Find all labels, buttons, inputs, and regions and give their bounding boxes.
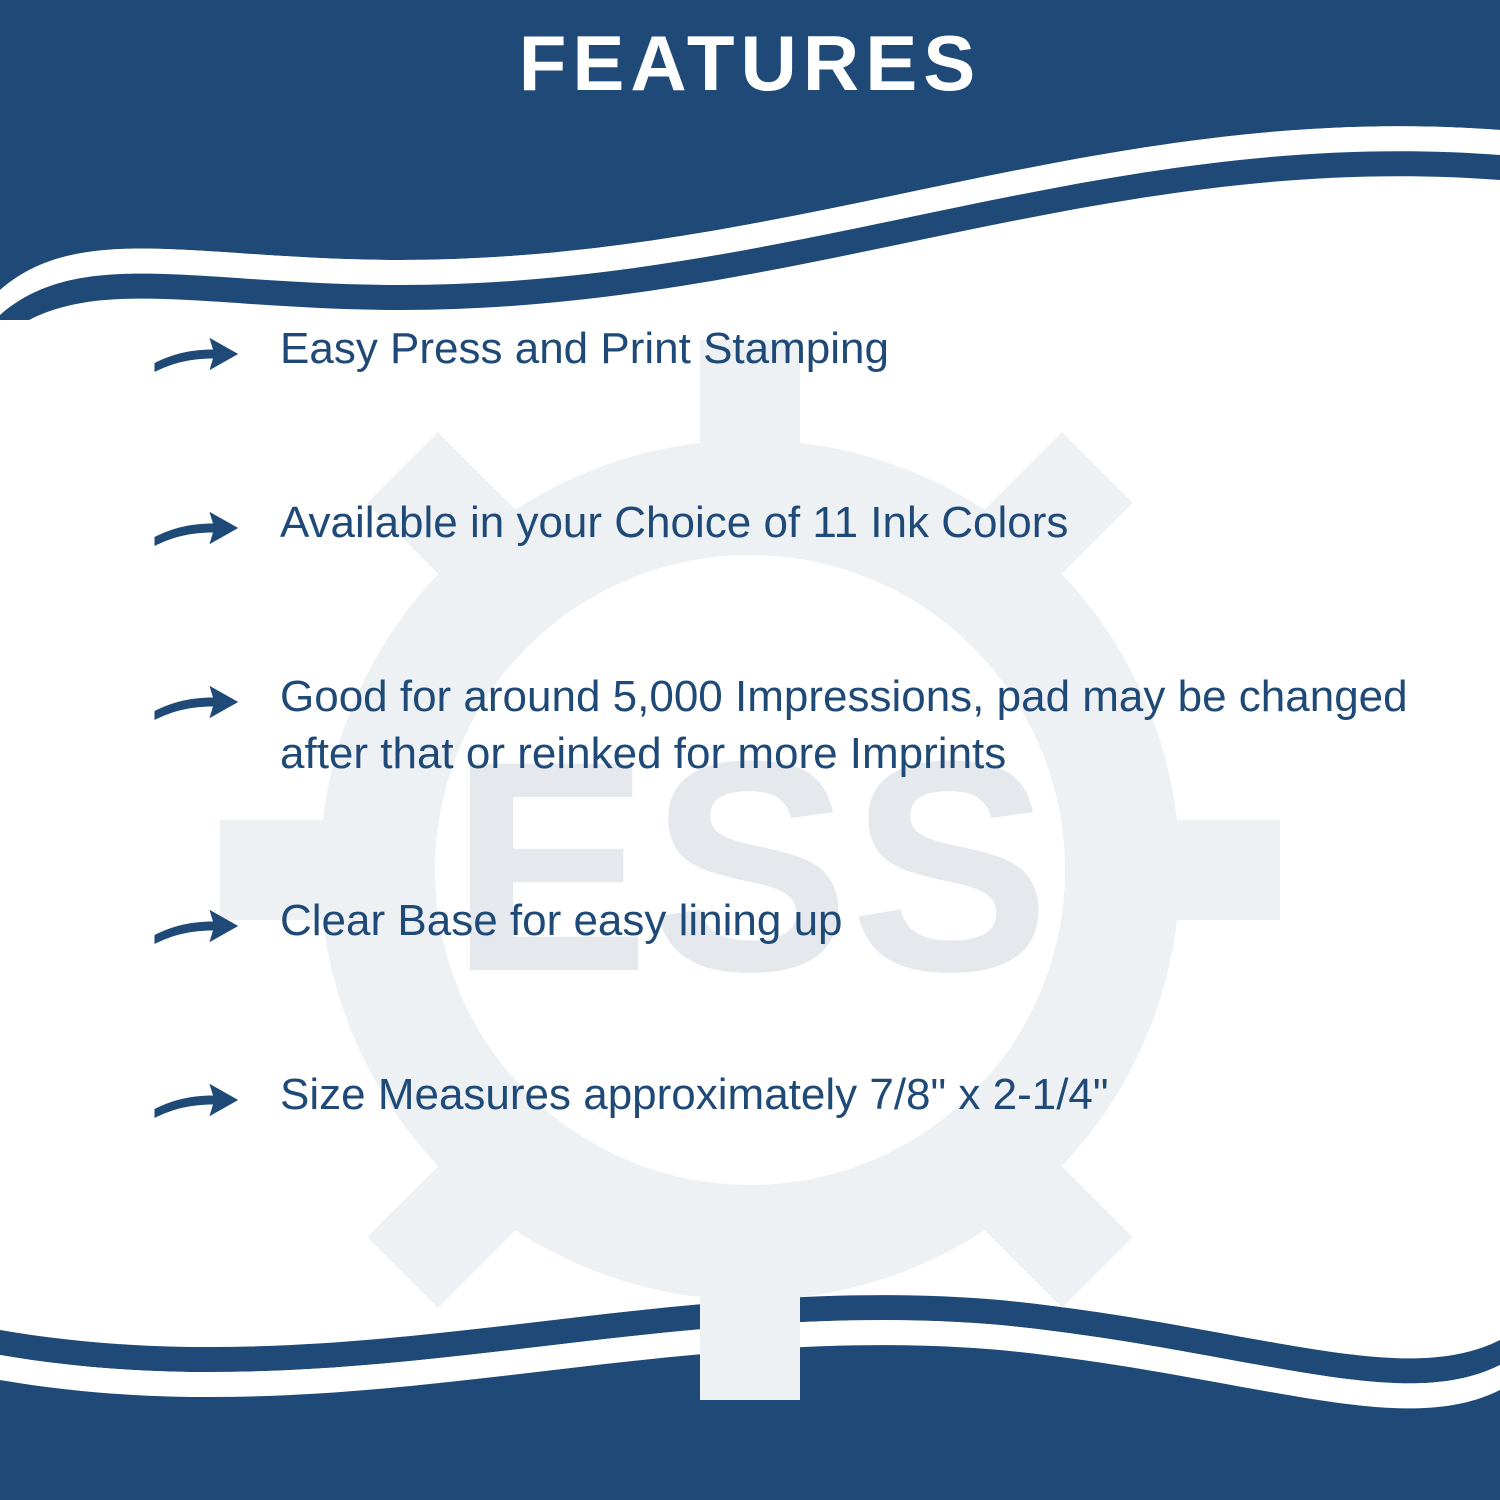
heading: FEATURES: [0, 18, 1500, 109]
feature-list: Easy Press and Print Stamping Available i…: [150, 320, 1410, 1240]
footer-wave: [0, 1300, 1500, 1500]
header-wave: FEATURES: [0, 0, 1500, 260]
feature-text: Size Measures approximately 7/8" x 2-1/4…: [280, 1066, 1109, 1123]
feature-row: Size Measures approximately 7/8" x 2-1/4…: [150, 1066, 1410, 1130]
feature-text: Clear Base for easy lining up: [280, 892, 843, 949]
feature-text: Good for around 5,000 Impressions, pad m…: [280, 668, 1410, 782]
feature-row: Clear Base for easy lining up: [150, 892, 1410, 956]
arrow-icon: [150, 672, 240, 732]
arrow-icon: [150, 1070, 240, 1130]
feature-text: Available in your Choice of 11 Ink Color…: [280, 494, 1068, 551]
infographic-canvas: ESS FEATURES Easy Press and Print Stampi…: [0, 0, 1500, 1500]
feature-row: Available in your Choice of 11 Ink Color…: [150, 494, 1410, 558]
arrow-icon: [150, 896, 240, 956]
arrow-icon: [150, 324, 240, 384]
feature-row: Good for around 5,000 Impressions, pad m…: [150, 668, 1410, 782]
feature-row: Easy Press and Print Stamping: [150, 320, 1410, 384]
feature-text: Easy Press and Print Stamping: [280, 320, 889, 377]
arrow-icon: [150, 498, 240, 558]
